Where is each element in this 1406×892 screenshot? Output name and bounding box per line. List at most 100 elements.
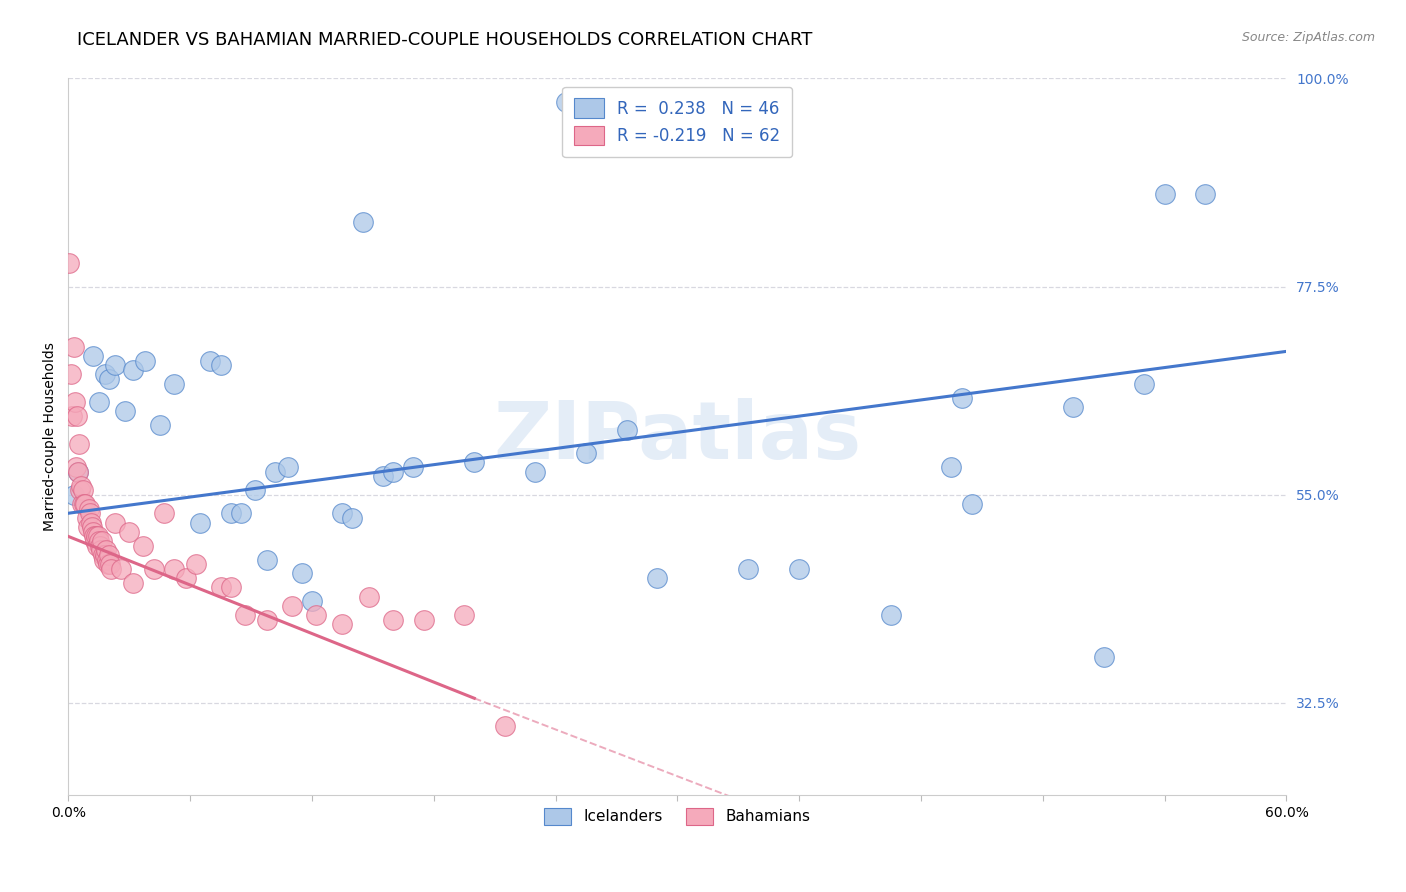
Point bbox=[97, 372, 120, 386]
Point bbox=[63, 488, 86, 502]
Point bbox=[382, 613, 405, 627]
Point bbox=[87, 534, 110, 549]
Point bbox=[83, 529, 105, 543]
Point bbox=[186, 557, 208, 571]
Point bbox=[200, 353, 222, 368]
Point bbox=[960, 497, 983, 511]
Point bbox=[60, 409, 83, 424]
Point bbox=[219, 580, 242, 594]
Point bbox=[82, 349, 104, 363]
Point bbox=[342, 511, 364, 525]
Point bbox=[163, 562, 186, 576]
Point bbox=[69, 483, 91, 497]
Point bbox=[463, 455, 485, 469]
Point bbox=[87, 395, 110, 409]
Point bbox=[950, 391, 973, 405]
Point bbox=[163, 376, 186, 391]
Point bbox=[1133, 376, 1156, 391]
Point bbox=[276, 460, 298, 475]
Point bbox=[86, 529, 108, 543]
Point bbox=[402, 460, 425, 475]
Point bbox=[737, 562, 759, 576]
Point bbox=[77, 501, 100, 516]
Point bbox=[1194, 187, 1216, 202]
Point bbox=[90, 543, 112, 558]
Point bbox=[149, 418, 172, 433]
Point bbox=[75, 497, 97, 511]
Point bbox=[76, 520, 98, 534]
Point bbox=[98, 557, 121, 571]
Point bbox=[229, 506, 252, 520]
Point bbox=[1092, 649, 1115, 664]
Point bbox=[84, 529, 107, 543]
Point bbox=[58, 256, 80, 270]
Point bbox=[122, 363, 145, 377]
Point bbox=[83, 534, 105, 549]
Point bbox=[94, 368, 117, 382]
Point bbox=[132, 539, 155, 553]
Point bbox=[80, 520, 103, 534]
Point bbox=[79, 506, 101, 520]
Point bbox=[188, 516, 211, 530]
Point bbox=[97, 548, 120, 562]
Point bbox=[174, 571, 197, 585]
Point bbox=[91, 548, 114, 562]
Point bbox=[357, 590, 380, 604]
Point bbox=[330, 617, 353, 632]
Point bbox=[616, 423, 638, 437]
Point bbox=[879, 607, 901, 622]
Point bbox=[67, 437, 90, 451]
Point bbox=[305, 607, 328, 622]
Point bbox=[382, 465, 405, 479]
Point bbox=[94, 548, 117, 562]
Point bbox=[86, 539, 108, 553]
Point bbox=[352, 215, 374, 229]
Point bbox=[122, 575, 145, 590]
Point bbox=[209, 580, 232, 594]
Point bbox=[243, 483, 266, 497]
Point bbox=[94, 543, 117, 558]
Point bbox=[73, 497, 96, 511]
Point bbox=[524, 465, 547, 479]
Point bbox=[100, 562, 122, 576]
Text: ICELANDER VS BAHAMIAN MARRIED-COUPLE HOUSEHOLDS CORRELATION CHART: ICELANDER VS BAHAMIAN MARRIED-COUPLE HOU… bbox=[77, 31, 813, 49]
Point bbox=[96, 552, 118, 566]
Point bbox=[787, 562, 810, 576]
Point bbox=[575, 446, 598, 460]
Point bbox=[1153, 187, 1175, 202]
Point bbox=[118, 524, 141, 539]
Point bbox=[82, 524, 104, 539]
Point bbox=[453, 607, 475, 622]
Point bbox=[256, 552, 278, 566]
Point bbox=[330, 506, 353, 520]
Legend: Icelanders, Bahamians: Icelanders, Bahamians bbox=[534, 798, 820, 834]
Point bbox=[110, 562, 132, 576]
Point bbox=[104, 358, 127, 372]
Point bbox=[65, 460, 87, 475]
Point bbox=[142, 562, 165, 576]
Point bbox=[72, 483, 94, 497]
Point bbox=[645, 571, 668, 585]
Point bbox=[941, 460, 963, 475]
Point bbox=[256, 613, 278, 627]
Point bbox=[70, 478, 93, 492]
Point bbox=[1062, 400, 1084, 414]
Point bbox=[65, 395, 87, 409]
Point bbox=[412, 613, 434, 627]
Point bbox=[60, 368, 83, 382]
Y-axis label: Married-couple Households: Married-couple Households bbox=[44, 343, 58, 532]
Point bbox=[72, 497, 94, 511]
Point bbox=[79, 516, 101, 530]
Point bbox=[90, 534, 112, 549]
Point bbox=[97, 557, 120, 571]
Point bbox=[104, 516, 127, 530]
Point bbox=[67, 465, 90, 479]
Point bbox=[209, 358, 232, 372]
Point bbox=[134, 353, 156, 368]
Point bbox=[494, 719, 516, 733]
Point bbox=[301, 594, 323, 608]
Point bbox=[63, 340, 86, 354]
Point bbox=[554, 95, 576, 109]
Point bbox=[233, 607, 256, 622]
Point bbox=[371, 469, 394, 483]
